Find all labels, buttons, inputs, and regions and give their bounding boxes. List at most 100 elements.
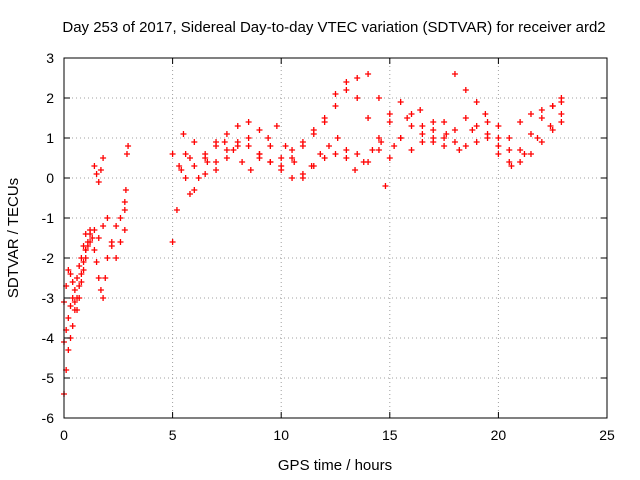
data-point	[102, 275, 109, 281]
data-point	[325, 143, 332, 149]
data-point	[202, 155, 209, 161]
data-point	[78, 279, 85, 285]
data-point	[186, 191, 193, 197]
x-tick-labels: 0 5 10 15 20 25	[60, 427, 615, 443]
data-point	[195, 175, 202, 181]
data-point	[419, 139, 426, 145]
data-point	[365, 115, 372, 121]
data-point	[104, 255, 111, 261]
data-point	[527, 151, 534, 157]
plot-frame	[63, 57, 608, 419]
y-tick-label: 3	[46, 50, 54, 66]
data-point	[517, 147, 524, 153]
data-point	[202, 171, 209, 177]
data-point	[382, 183, 389, 189]
data-point	[104, 215, 111, 221]
data-point	[122, 187, 129, 193]
data-point	[121, 227, 128, 233]
y-tick-label: -1	[42, 210, 55, 226]
data-point	[267, 143, 274, 149]
data-point	[186, 155, 193, 161]
data-point	[289, 155, 296, 161]
data-point	[125, 143, 132, 149]
data-point	[95, 235, 102, 241]
data-point	[239, 159, 246, 165]
y-tick-labels: -6 -5 -4 -3 -2 -1 0 1 2 3	[42, 50, 55, 426]
data-point	[221, 139, 228, 145]
data-point	[375, 95, 382, 101]
data-point	[97, 167, 104, 173]
data-point	[506, 135, 513, 141]
data-point	[369, 147, 376, 153]
data-point	[495, 151, 502, 157]
x-tick-label: 25	[599, 427, 615, 443]
data-point	[441, 135, 448, 141]
data-point	[91, 247, 98, 253]
data-point	[113, 255, 120, 261]
data-point	[417, 107, 424, 113]
data-point	[223, 131, 230, 137]
data-point	[169, 239, 176, 245]
data-point	[495, 135, 502, 141]
data-point	[538, 115, 545, 121]
data-point	[82, 247, 89, 253]
data-point	[117, 239, 124, 245]
data-point	[282, 143, 289, 149]
data-point	[291, 159, 298, 165]
data-point	[506, 159, 513, 165]
data-point	[97, 287, 104, 293]
series-pre-gap-c	[91, 155, 107, 185]
data-point	[549, 103, 556, 109]
data-point	[169, 151, 176, 157]
data-point	[178, 167, 185, 173]
data-point	[538, 107, 545, 113]
data-point	[354, 75, 361, 81]
data-point	[430, 119, 437, 125]
series-late-d	[391, 107, 565, 169]
y-tick-label: -3	[42, 290, 55, 306]
x-tick-label: 10	[273, 427, 289, 443]
data-point	[108, 243, 115, 249]
data-point	[76, 295, 83, 301]
data-point	[386, 155, 393, 161]
data-point	[100, 155, 107, 161]
data-point	[317, 151, 324, 157]
data-point	[343, 147, 350, 153]
data-point	[517, 119, 524, 125]
series-pre-gap-d	[121, 143, 132, 205]
data-point	[451, 139, 458, 145]
data-point	[180, 131, 187, 137]
data-point	[91, 163, 98, 169]
data-point	[419, 123, 426, 129]
series-mid-b	[169, 87, 382, 193]
data-point	[469, 127, 476, 133]
data-point	[223, 147, 230, 153]
data-point	[473, 123, 480, 129]
data-point	[67, 303, 74, 309]
data-points	[61, 71, 565, 397]
data-point	[462, 115, 469, 121]
data-point	[408, 147, 415, 153]
data-point	[343, 87, 350, 93]
data-point	[123, 151, 130, 157]
data-point	[289, 175, 296, 181]
data-point	[482, 111, 489, 117]
data-point	[360, 159, 367, 165]
data-point	[65, 347, 72, 353]
data-point	[310, 131, 317, 137]
data-point	[173, 207, 180, 213]
series-late-c	[386, 119, 565, 165]
data-point	[299, 143, 306, 149]
axis-ticks	[63, 57, 608, 419]
data-point	[289, 147, 296, 153]
data-point	[386, 111, 393, 117]
data-point	[76, 263, 83, 269]
y-tick-label: -6	[42, 410, 55, 426]
data-point	[354, 95, 361, 101]
data-point	[508, 163, 515, 169]
data-point	[245, 135, 252, 141]
data-point	[391, 143, 398, 149]
data-point	[451, 127, 458, 133]
data-point	[527, 131, 534, 137]
